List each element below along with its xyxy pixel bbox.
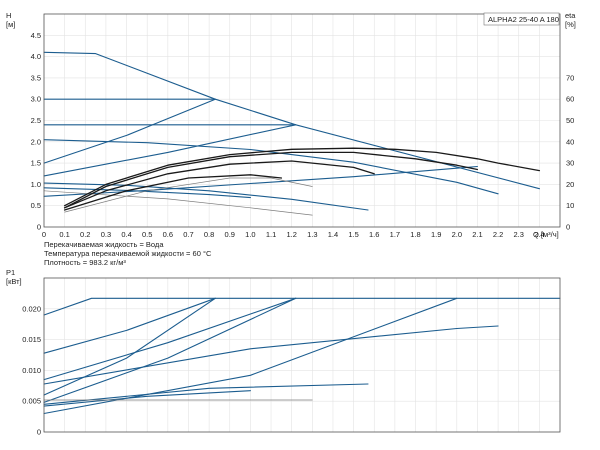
- top-y-tick-label: 0.5: [31, 201, 41, 210]
- pump-curve: [43, 139, 499, 195]
- power-curve: [43, 297, 561, 316]
- top-y-tick-label: 0: [37, 223, 41, 232]
- chart-title: ALPHA2 25-40 A 180: [488, 15, 559, 24]
- note-density: Плотность = 983.2 кг/м³: [44, 258, 126, 267]
- top-y-tick-label: 4.0: [31, 52, 41, 61]
- efficiency-curve: [63, 151, 479, 209]
- top-x-tick-label: 0.9: [225, 230, 235, 239]
- top-x-tick-label: 0.1: [59, 230, 69, 239]
- top-y-tick-label: 1.0: [31, 180, 41, 189]
- top-x-tick-label: 1.0: [245, 230, 255, 239]
- top-y-tick-label: 4.5: [31, 31, 41, 40]
- pump-curve: [43, 187, 251, 199]
- top-y-axis-label: H: [6, 11, 11, 20]
- top-x-tick-label: 1.7: [390, 230, 400, 239]
- top-x-tick-label: 1.2: [286, 230, 296, 239]
- pump-curve: [43, 190, 313, 216]
- top-x-tick-label: 0.7: [183, 230, 193, 239]
- eta-tick-label: 30: [566, 159, 574, 168]
- bottom-y-tick-label: 0: [37, 428, 41, 437]
- top-x-tick-label: 1.1: [266, 230, 276, 239]
- efficiency-curve: [63, 160, 375, 209]
- top-y-tick-label: 3.5: [31, 73, 41, 82]
- bottom-series-group: [43, 297, 561, 415]
- top-x-tick-label: 2.2: [493, 230, 503, 239]
- bottom-y-tick-label: 0.020: [22, 304, 41, 313]
- eta-tick-label: 60: [566, 95, 574, 104]
- pump-curve: [43, 98, 216, 164]
- top-y-tick-label: 2.5: [31, 116, 41, 125]
- top-x-tick-label: 0.2: [80, 230, 90, 239]
- power-curve: [43, 297, 458, 415]
- top-x-tick-label: 0.6: [163, 230, 173, 239]
- power-curve: [43, 325, 499, 385]
- top-x-tick-label: 1.9: [431, 230, 441, 239]
- top-x-tick-label: 1.5: [348, 230, 358, 239]
- top-x-tick-label: 2.3: [514, 230, 524, 239]
- note-liquid: Перекачиваемая жидкость = Вода: [44, 240, 164, 249]
- top-y-tick-label: 1.5: [31, 159, 41, 168]
- bottom-y-axis-unit: [кВт]: [6, 277, 22, 286]
- bottom-grid: [43, 278, 560, 433]
- eta-tick-label: 50: [566, 116, 574, 125]
- top-y-axis-unit: [м]: [6, 20, 15, 29]
- efficiency-curve: [63, 174, 283, 211]
- eta-tick-label: 10: [566, 201, 574, 210]
- eta-axis-unit: [%]: [565, 20, 576, 29]
- efficiency-curve: [63, 147, 541, 207]
- top-x-tick-label: 0.3: [101, 230, 111, 239]
- bottom-y-tick-label: 0.005: [22, 397, 41, 406]
- chart-title-box: [483, 12, 560, 26]
- pump-curve: [43, 182, 369, 211]
- top-axes: 0 0.1 0.2 0.3 0.4 0.5 0.6 0.7 0.8 0.9 1.0 1.1 1.2 1.3…: [31, 13, 574, 239]
- top-x-tick-label: 1.4: [328, 230, 338, 239]
- eta-tick-label: 70: [566, 73, 574, 82]
- eta-tick-label: 20: [566, 180, 574, 189]
- power-curve: [43, 297, 216, 354]
- top-y-tick-label: 3.0: [31, 95, 41, 104]
- bottom-y-tick-label: 0.015: [22, 335, 41, 344]
- top-series-group: [43, 51, 541, 216]
- bottom-plot-frame: [43, 277, 561, 433]
- efficiency-curve: [64, 177, 313, 213]
- top-x-tick-label: 2.0: [452, 230, 462, 239]
- top-x-tick-label: 0: [42, 230, 46, 239]
- top-x-tick-label: 1.6: [369, 230, 379, 239]
- top-x-tick-label: 2.4: [534, 230, 544, 239]
- top-x-tick-label: 0.5: [142, 230, 152, 239]
- pump-curve: [43, 124, 297, 177]
- top-grid: [43, 14, 560, 228]
- bottom-y-axis-label: P1: [6, 268, 15, 277]
- pump-curve: [43, 165, 478, 197]
- top-plot-frame: [43, 13, 561, 228]
- top-x-axis-label: Q [м³/ч]: [533, 230, 559, 239]
- top-x-tick-label: 2.1: [472, 230, 482, 239]
- eta-tick-label: 40: [566, 137, 574, 146]
- top-x-tick-label: 0.8: [204, 230, 214, 239]
- power-curve: [43, 383, 369, 405]
- power-curve: [43, 297, 297, 403]
- power-curve: [43, 297, 297, 381]
- bottom-axes: 0 0.005 0.010 0.015 0.020: [22, 277, 561, 437]
- top-y-tick-label: 2.0: [31, 137, 41, 146]
- top-x-tick-label: 1.8: [410, 230, 420, 239]
- top-x-tick-label: 0.4: [121, 230, 131, 239]
- top-x-tick-label: 1.3: [307, 230, 317, 239]
- power-curve: [43, 297, 216, 396]
- eta-axis-label: eta: [565, 11, 576, 20]
- power-curve: [43, 390, 251, 407]
- note-temperature: Температура перекачиваемой жидкости = 60…: [44, 249, 212, 258]
- eta-tick-label: 0: [566, 223, 570, 232]
- bottom-y-tick-label: 0.010: [22, 366, 41, 375]
